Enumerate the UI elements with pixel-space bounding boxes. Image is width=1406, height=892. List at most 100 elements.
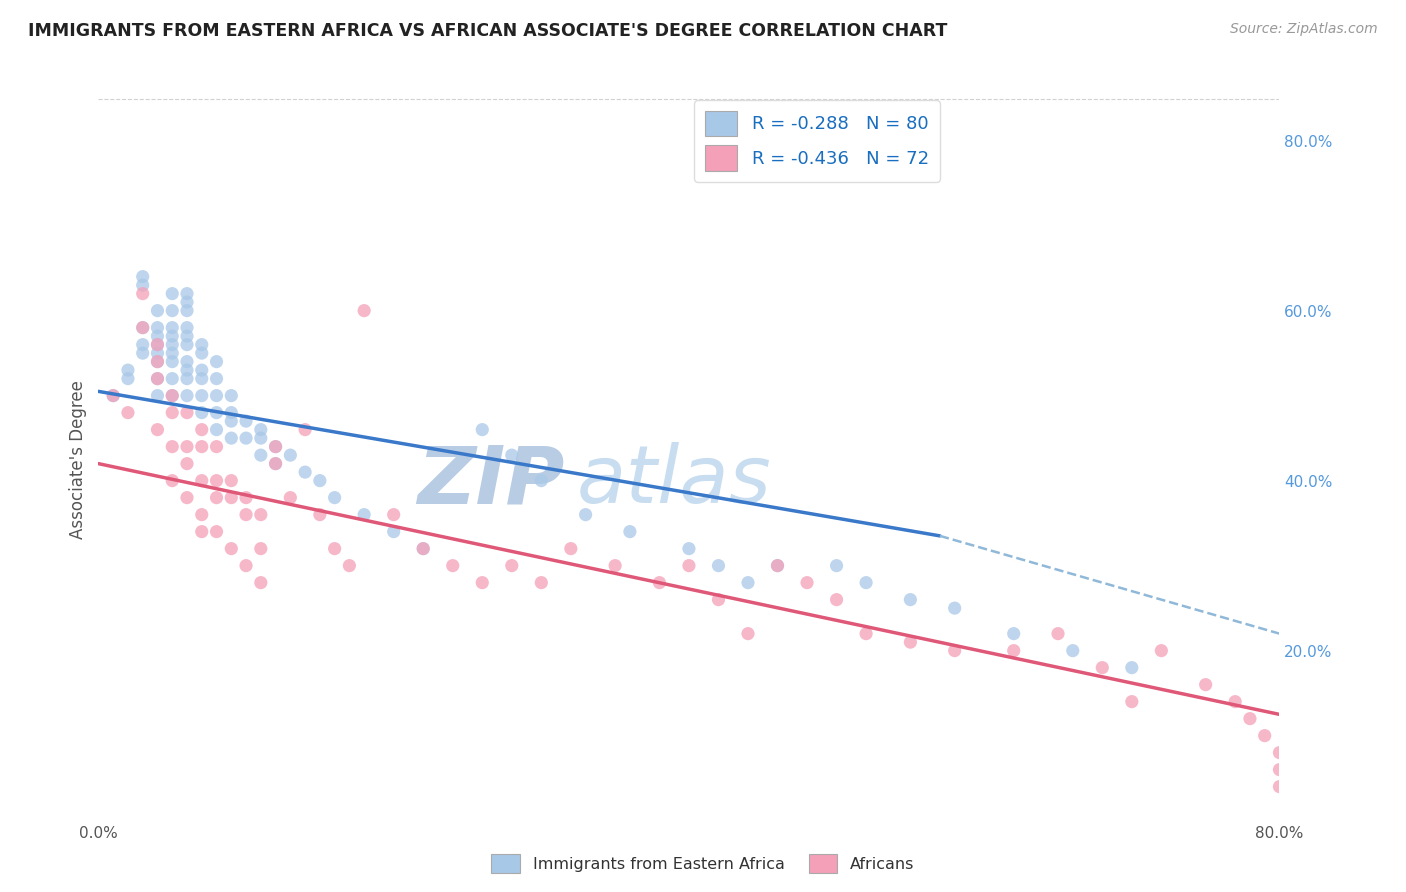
Point (619, 524, 641, 539)
Point (1091, 660, 1114, 674)
Point (943, 601, 966, 615)
Point (766, 558, 789, 573)
Point (146, 303, 169, 318)
Point (191, 474, 214, 488)
Point (471, 575, 494, 590)
Point (250, 431, 273, 445)
Point (176, 491, 198, 505)
Point (707, 558, 730, 573)
Point (191, 508, 214, 522)
Point (221, 474, 243, 488)
Point (205, 524, 228, 539)
Point (117, 363, 139, 377)
Point (162, 303, 183, 318)
Point (678, 558, 700, 573)
Point (146, 329, 169, 343)
Point (1002, 626, 1025, 640)
Point (412, 541, 434, 556)
Point (191, 371, 214, 385)
Point (250, 541, 273, 556)
Point (250, 508, 273, 522)
Point (678, 541, 700, 556)
Text: atlas: atlas (576, 442, 772, 520)
Point (560, 541, 582, 556)
Point (441, 558, 464, 573)
Point (146, 371, 169, 385)
Point (176, 295, 198, 310)
Point (235, 414, 257, 428)
Point (235, 431, 257, 445)
Point (162, 474, 183, 488)
Point (605, 558, 627, 573)
Point (162, 346, 183, 360)
Point (205, 389, 228, 403)
Point (737, 575, 759, 590)
Point (146, 346, 169, 360)
Point (1150, 643, 1173, 657)
Legend: R = -0.288   N = 80, R = -0.436   N = 72: R = -0.288 N = 80, R = -0.436 N = 72 (695, 100, 939, 182)
Point (132, 346, 155, 360)
Point (132, 269, 155, 284)
Point (146, 337, 169, 351)
Point (146, 337, 169, 351)
Point (162, 329, 183, 343)
Point (221, 541, 243, 556)
Point (250, 448, 273, 462)
Point (176, 371, 198, 385)
Point (205, 354, 228, 368)
Point (117, 406, 139, 420)
Point (132, 286, 155, 301)
Point (264, 457, 287, 471)
Point (205, 406, 228, 420)
Point (176, 303, 198, 318)
Point (353, 303, 375, 318)
Point (191, 440, 214, 454)
Point (221, 414, 243, 428)
Point (117, 371, 139, 385)
Point (205, 371, 228, 385)
Point (235, 558, 257, 573)
Point (176, 389, 198, 403)
Legend: Immigrants from Eastern Africa, Africans: Immigrants from Eastern Africa, Africans (485, 847, 921, 880)
Point (501, 558, 523, 573)
Point (309, 508, 332, 522)
Point (339, 558, 361, 573)
Point (162, 371, 183, 385)
Point (1046, 626, 1070, 640)
Point (176, 440, 198, 454)
Point (162, 389, 183, 403)
Point (250, 423, 273, 437)
Point (796, 575, 818, 590)
Point (825, 592, 848, 607)
Point (191, 337, 214, 351)
Point (530, 474, 553, 488)
Point (176, 406, 198, 420)
Point (205, 440, 228, 454)
Point (146, 389, 169, 403)
Point (176, 457, 198, 471)
Point (176, 286, 198, 301)
Point (1121, 660, 1143, 674)
Point (648, 575, 671, 590)
Point (191, 406, 214, 420)
Point (191, 524, 214, 539)
Point (294, 465, 316, 479)
Point (176, 337, 198, 351)
Point (766, 558, 789, 573)
Point (176, 329, 198, 343)
Point (900, 592, 922, 607)
Point (353, 508, 375, 522)
Point (221, 491, 243, 505)
Point (1239, 712, 1261, 726)
Point (162, 337, 183, 351)
Point (162, 320, 183, 334)
Point (162, 389, 183, 403)
Point (825, 558, 848, 573)
Point (707, 592, 730, 607)
Point (235, 491, 257, 505)
Point (264, 440, 287, 454)
Point (323, 491, 346, 505)
Y-axis label: Associate's Degree: Associate's Degree (69, 380, 87, 539)
Text: Source: ZipAtlas.com: Source: ZipAtlas.com (1230, 22, 1378, 37)
Point (855, 626, 877, 640)
